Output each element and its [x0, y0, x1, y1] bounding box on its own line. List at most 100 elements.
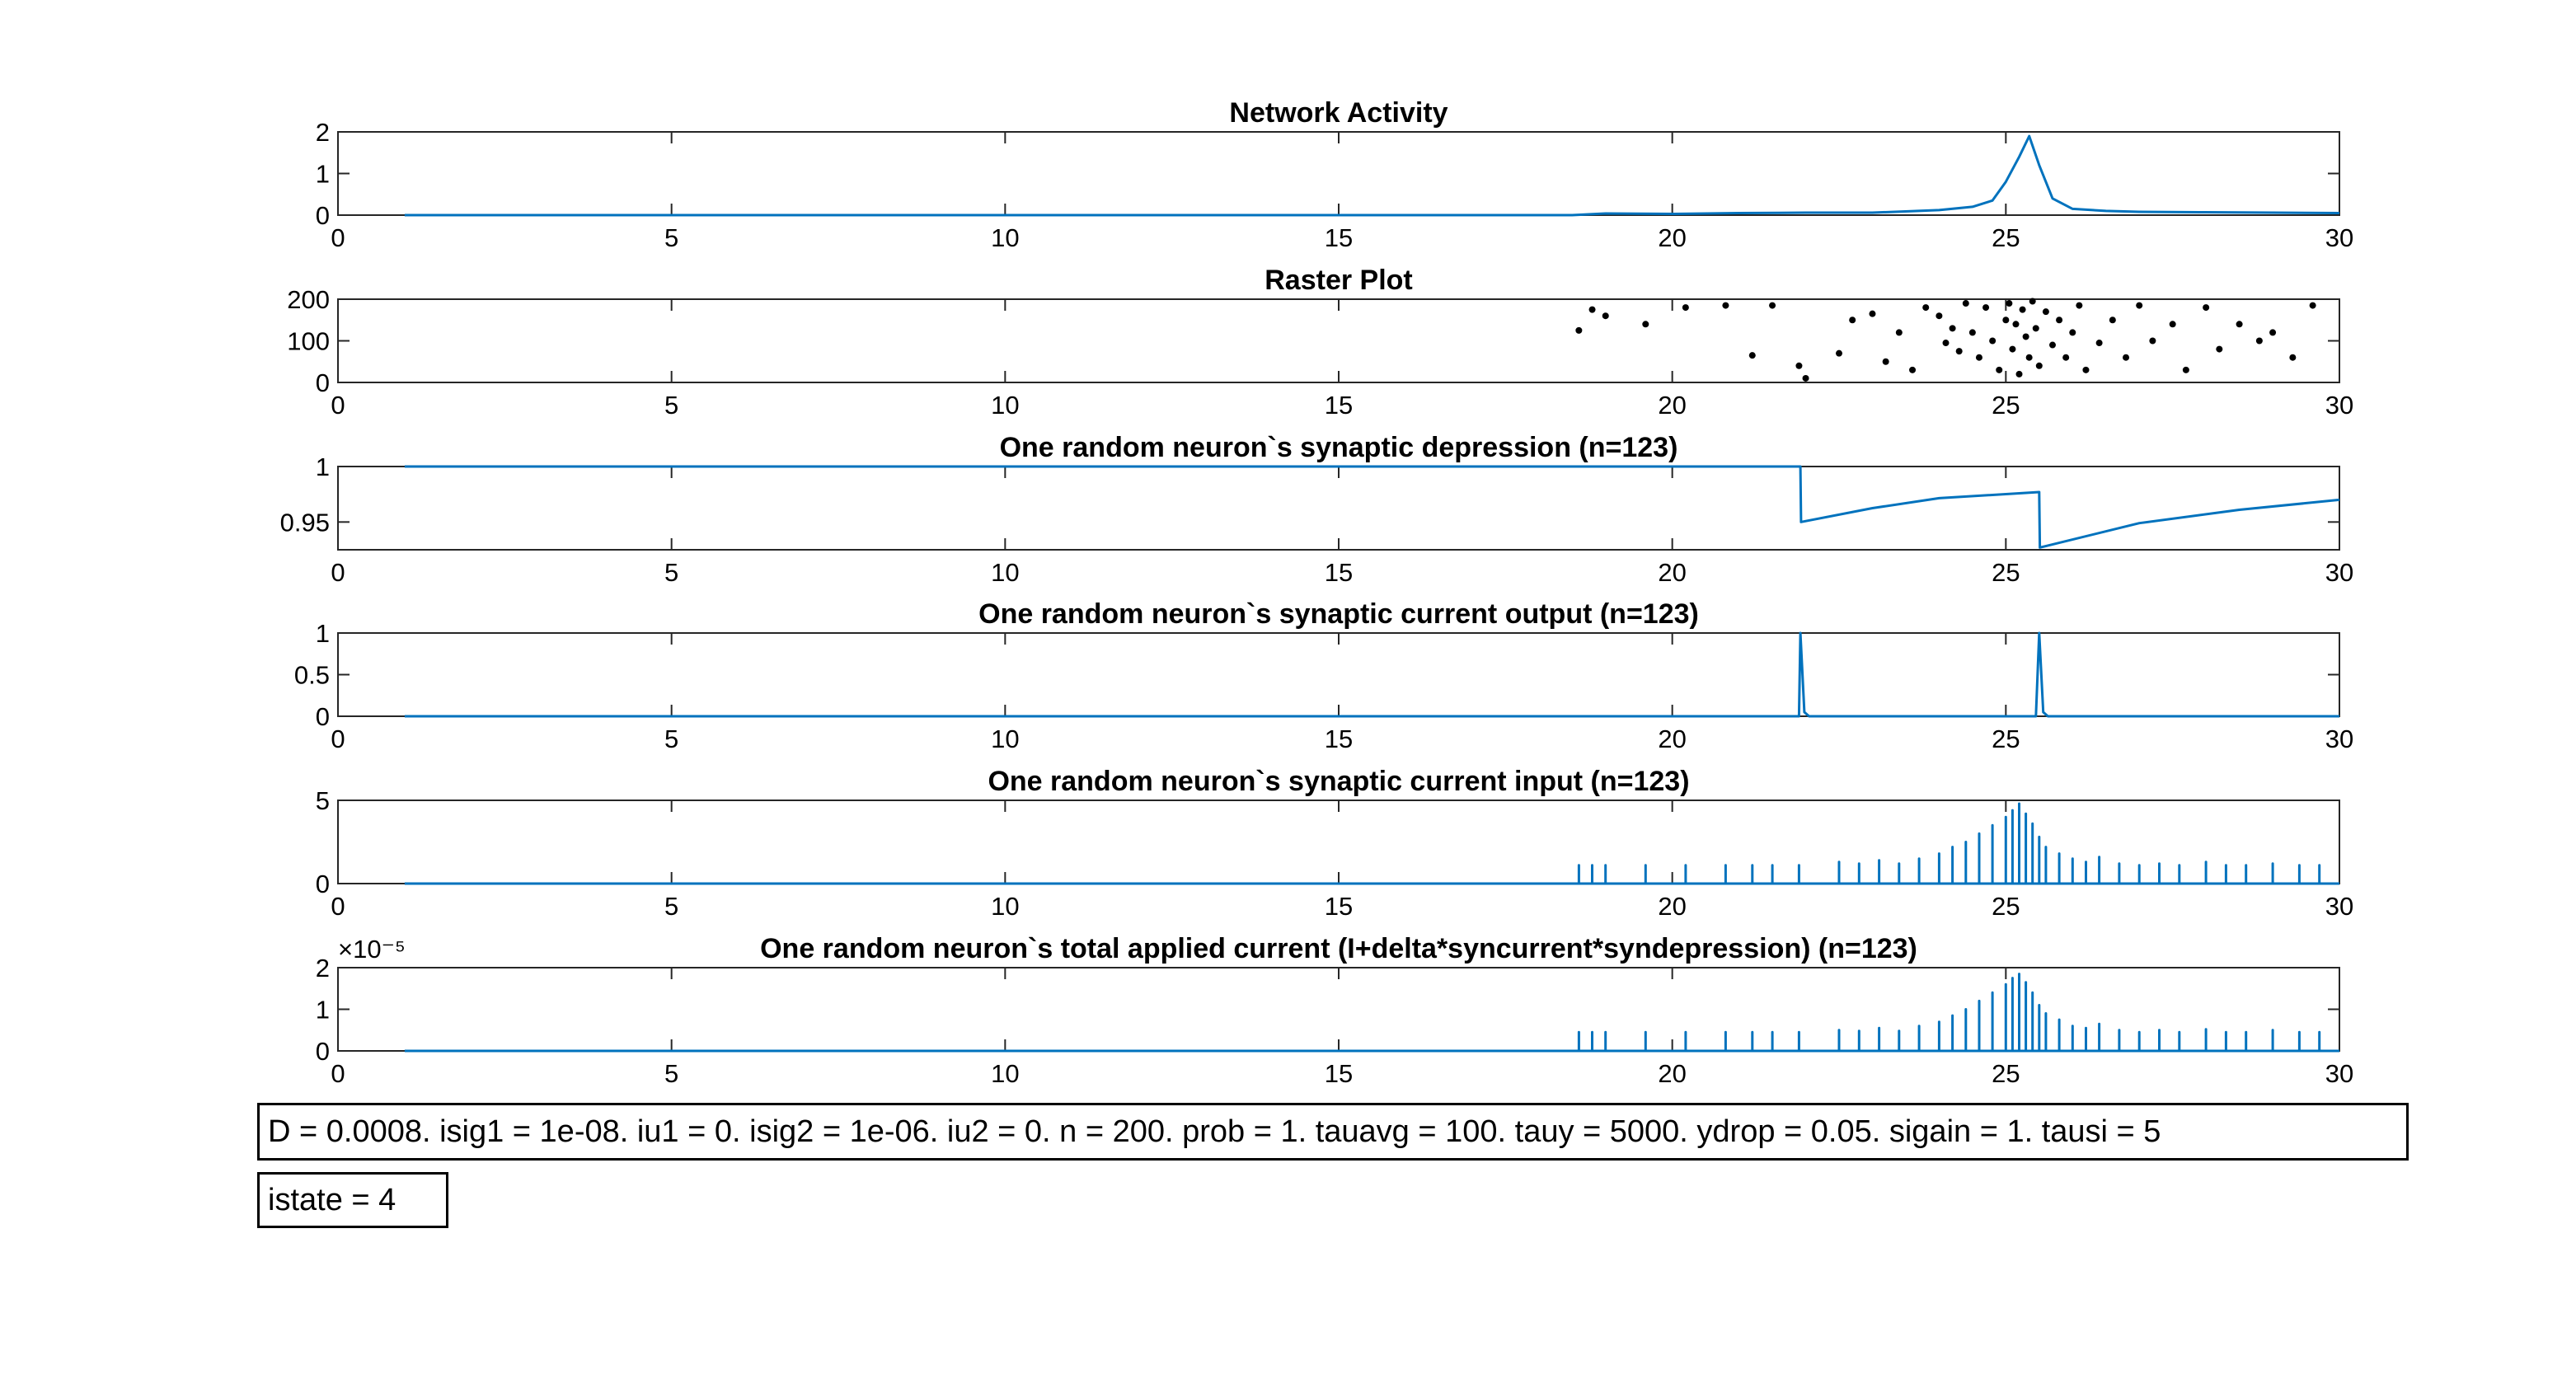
x-tick-label: 20: [1658, 1059, 1686, 1088]
x-tick-label: 30: [2325, 223, 2353, 252]
x-tick-label: 30: [2325, 892, 2353, 921]
subplot-4: 0 5 10 15 20 25 30 0 0.5 1 One random neuron`s syn…: [294, 598, 2353, 753]
y-tick-label: 1: [316, 453, 330, 481]
x-tick-label: 15: [1325, 1059, 1353, 1088]
x-tick-label: 0: [331, 1059, 345, 1088]
x-tick-label: 20: [1658, 725, 1686, 753]
raster-spike-point: [1949, 325, 1956, 332]
y-tick-label: 0: [316, 368, 330, 397]
x-tick-label: 30: [2325, 391, 2353, 420]
x-tick-label: 20: [1658, 892, 1686, 921]
subplot-title: One random neuron`s synaptic current out…: [978, 598, 1699, 630]
raster-spike-point: [2002, 317, 2010, 324]
raster-spike-point: [2309, 302, 2316, 309]
raster-spike-point: [1996, 366, 2003, 373]
raster-spike-point: [2095, 340, 2103, 347]
series-line: [404, 631, 2339, 718]
series-line: [404, 134, 2340, 217]
raster-spike-point: [1748, 352, 1756, 359]
parameters-textbox: D = 0.0008. isig1 = 1e-08. iu1 = 0. isig…: [257, 1103, 2409, 1161]
raster-spike-point: [1962, 300, 1969, 307]
raster-spike-point: [2269, 329, 2277, 336]
istate-text: istate = 4: [268, 1182, 396, 1217]
raster-spike-point: [1909, 366, 1917, 373]
y-tick-label: 1: [316, 996, 330, 1025]
raster-spike-point: [1982, 304, 1990, 312]
raster-spike-point: [1795, 362, 1803, 369]
x-tick-label: 15: [1325, 725, 1353, 753]
raster-spike-point: [2006, 300, 2013, 307]
series-line: [404, 802, 2339, 885]
y-tick-label: 0: [316, 702, 330, 731]
y-exponent-label: ×10⁻⁵: [338, 935, 406, 964]
x-tick-label: 10: [991, 892, 1019, 921]
raster-spike-point: [2022, 333, 2029, 340]
raster-spike-point: [2076, 302, 2083, 309]
raster-spike-point: [2009, 345, 2016, 353]
raster-spike-point: [2123, 354, 2130, 361]
subplot-6: 0 5 10 15 20 25 30 0 1 2 One random neuron`s total…: [316, 933, 2353, 1088]
x-tick-label: 25: [1992, 558, 2020, 587]
x-tick-label: 5: [664, 223, 678, 252]
x-tick-label: 10: [991, 1059, 1019, 1088]
raster-spike-point: [2012, 321, 2020, 328]
raster-spike-point: [1588, 306, 1596, 313]
raster-spike-point: [1989, 337, 1997, 345]
y-tick-label: 1: [316, 619, 330, 648]
subplot-title: Network Activity: [1229, 97, 1448, 129]
raster-spike-point: [2056, 317, 2063, 324]
raster-spike-point: [2069, 329, 2076, 336]
subplot-2: 0 5 10 15 20 25 30 0 100 200 Raster Plot: [287, 265, 2353, 420]
raster-spike-point: [2015, 370, 2023, 377]
raster-spike-point: [1895, 329, 1903, 336]
raster-spike-point: [1882, 358, 1889, 365]
subplot-title: One random neuron`s total applied curren…: [760, 933, 1917, 964]
axes-box: [337, 298, 2340, 383]
x-tick-label: 25: [1992, 892, 2020, 921]
raster-spike-point: [2082, 366, 2090, 373]
y-tick-label: 0: [316, 1037, 330, 1066]
raster-spike-point: [1849, 317, 1856, 324]
x-tick-label: 10: [991, 558, 1019, 587]
series-line: [404, 465, 2340, 549]
x-tick-label: 15: [1325, 892, 1353, 921]
x-tick-label: 30: [2325, 725, 2353, 753]
x-tick-label: 30: [2325, 1059, 2353, 1088]
subplot-5: 0 5 10 15 20 25 30 0 5 One random neuron`s synapt…: [316, 766, 2353, 921]
y-tick-label: 100: [287, 327, 330, 356]
x-tick-label: 10: [991, 725, 1019, 753]
x-tick-label: 20: [1658, 391, 1686, 420]
raster-spike-point: [2289, 354, 2297, 361]
x-tick-label: 15: [1325, 223, 1353, 252]
raster-spike-point: [2236, 321, 2243, 328]
y-tick-label: 2: [316, 954, 330, 982]
parameters-text: D = 0.0008. isig1 = 1e-08. iu1 = 0. isig…: [268, 1114, 2161, 1149]
raster-spike-point: [1975, 354, 1982, 361]
raster-spike-point: [2169, 321, 2176, 328]
subplot-title: One random neuron`s synaptic current inp…: [988, 766, 1689, 797]
raster-spike-point: [1642, 321, 1649, 328]
raster-spike-point: [2019, 306, 2026, 313]
x-tick-label: 20: [1658, 558, 1686, 587]
x-tick-label: 0: [331, 725, 345, 753]
x-tick-label: 10: [991, 223, 1019, 252]
x-tick-label: 5: [664, 725, 678, 753]
x-tick-label: 5: [664, 1059, 678, 1088]
raster-spike-point: [1942, 340, 1950, 347]
istate-textbox: istate = 4: [257, 1172, 448, 1228]
raster-spike-point: [2048, 341, 2056, 349]
raster-spike-point: [1575, 326, 1583, 334]
raster-spike-point: [2109, 317, 2116, 324]
x-tick-label: 0: [331, 892, 345, 921]
x-tick-label: 30: [2325, 558, 2353, 587]
raster-spike-point: [2216, 345, 2223, 353]
raster-spike-point: [1869, 310, 1876, 317]
x-tick-label: 0: [331, 223, 345, 252]
x-tick-label: 5: [664, 892, 678, 921]
raster-spike-point: [2136, 302, 2143, 309]
x-tick-label: 25: [1992, 1059, 2020, 1088]
y-tick-label: 5: [316, 786, 330, 815]
x-tick-label: 25: [1992, 391, 2020, 420]
raster-spike-point: [2255, 337, 2263, 345]
